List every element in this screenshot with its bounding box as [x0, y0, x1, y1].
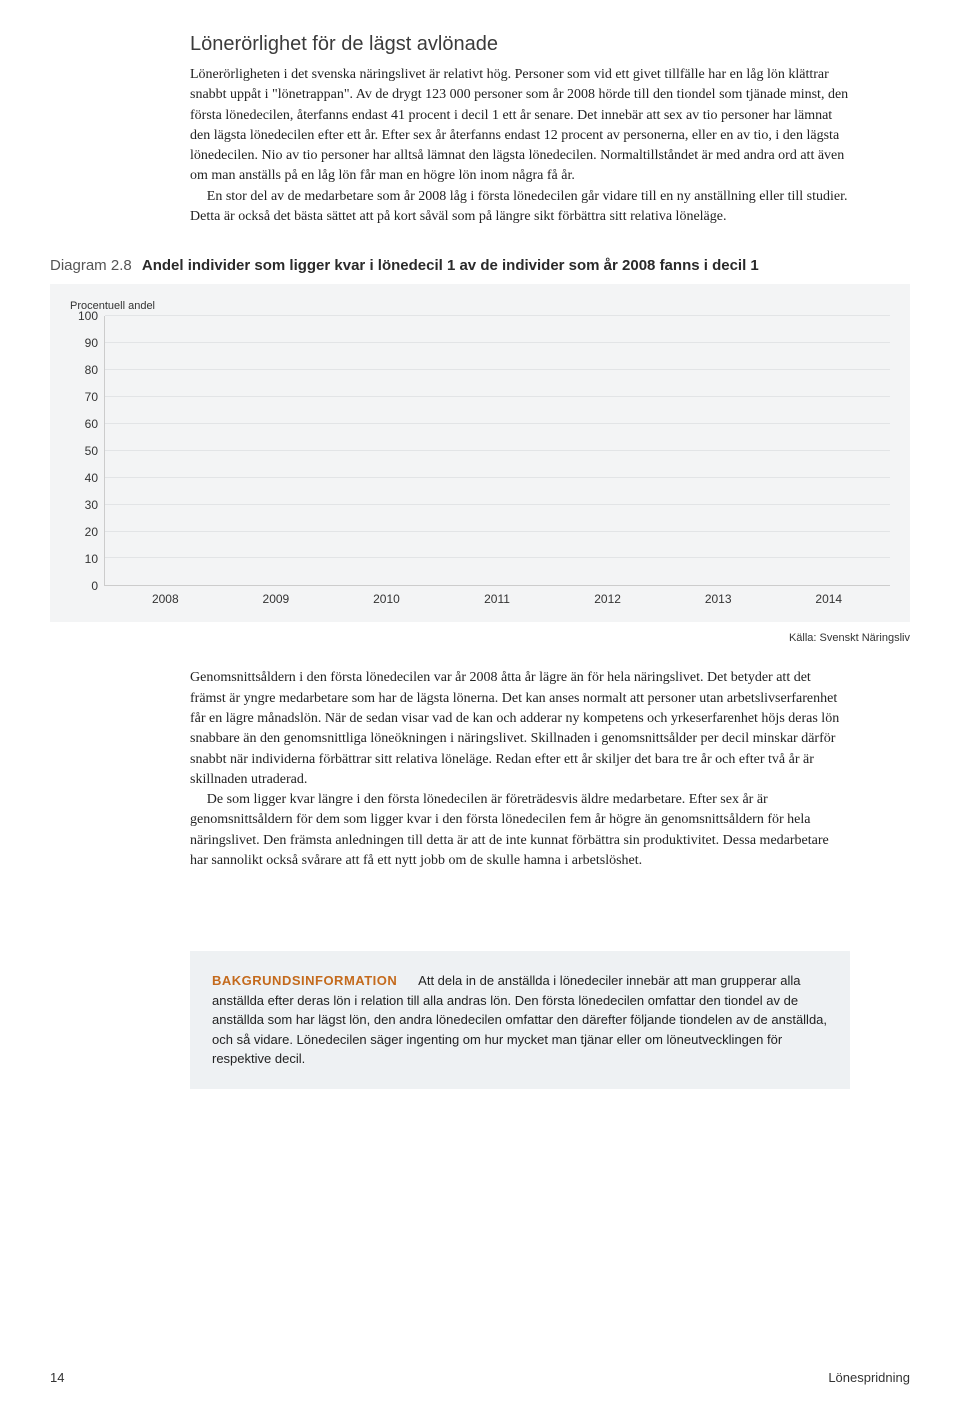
body-paragraph: Genomsnittsåldern i den första lönedecil… — [190, 668, 850, 790]
chart-y-axis: 0102030405060708090100 — [70, 316, 104, 586]
chart-y-tick: 80 — [85, 363, 98, 377]
chart-y-tick: 20 — [85, 525, 98, 539]
chart-x-axis: 2008200920102011201220132014 — [104, 586, 890, 606]
footer-doc-title: Lönespridning — [828, 1370, 910, 1385]
chart-y-tick: 100 — [78, 309, 98, 323]
chart-y-tick: 70 — [85, 390, 98, 404]
chart-x-tick: 2014 — [773, 592, 884, 606]
page-number: 14 — [50, 1370, 64, 1385]
bar-chart: 0102030405060708090100 — [70, 316, 890, 586]
chart-gridline — [105, 342, 890, 343]
chart-source: Källa: Svenskt Näringsliv — [50, 632, 910, 644]
chart-gridline — [105, 423, 890, 424]
chart-gridline — [105, 369, 890, 370]
chart-container: Procentuell andel 0 10 20 30 40 50 60 70 80 90 100… — [50, 284, 910, 622]
chart-gridline — [105, 557, 890, 558]
chart-x-tick: 2008 — [110, 592, 221, 606]
info-box-label: BAKGRUNDSINFORMATION — [212, 973, 397, 988]
chart-y-tick: 90 — [85, 336, 98, 350]
chart-y-tick: 40 — [85, 471, 98, 485]
chart-gridline — [105, 396, 890, 397]
chart-plot-area — [104, 316, 890, 586]
chart-x-tick: 2009 — [221, 592, 332, 606]
chart-y-tick: 50 — [85, 444, 98, 458]
chart-y-tick: 10 — [85, 552, 98, 566]
chart-y-axis-label: Procentuell andel — [70, 300, 890, 312]
chart-gridline — [105, 504, 890, 505]
chart-gridline — [105, 315, 890, 316]
chart-y-tick: 30 — [85, 498, 98, 512]
chart-y-tick: 60 — [85, 417, 98, 431]
chart-x-tick: 2013 — [663, 592, 774, 606]
chart-x-tick: 2012 — [552, 592, 663, 606]
diagram-label: Diagram 2.8 Andel individer som ligger k… — [50, 257, 910, 274]
body-paragraph: En stor del av de medarbetare som år 200… — [190, 187, 850, 228]
chart-gridline — [105, 477, 890, 478]
info-box: BAKGRUNDSINFORMATION Att dela in de anst… — [190, 951, 850, 1089]
body-paragraph: De som ligger kvar längre i den första l… — [190, 790, 850, 871]
chart-x-tick: 2011 — [442, 592, 553, 606]
chart-y-tick: 0 — [91, 579, 98, 593]
chart-x-tick: 2010 — [331, 592, 442, 606]
chart-gridline — [105, 531, 890, 532]
diagram-title: Andel individer som ligger kvar i lönede… — [142, 257, 759, 274]
diagram-number: Diagram 2.8 — [50, 257, 132, 274]
chart-gridline — [105, 450, 890, 451]
body-paragraph: Lönerörligheten i det svenska näringsliv… — [190, 65, 850, 187]
section-heading: Lönerörlighet för de lägst avlönade — [190, 30, 850, 59]
page-footer: 14 Lönespridning — [50, 1370, 910, 1385]
